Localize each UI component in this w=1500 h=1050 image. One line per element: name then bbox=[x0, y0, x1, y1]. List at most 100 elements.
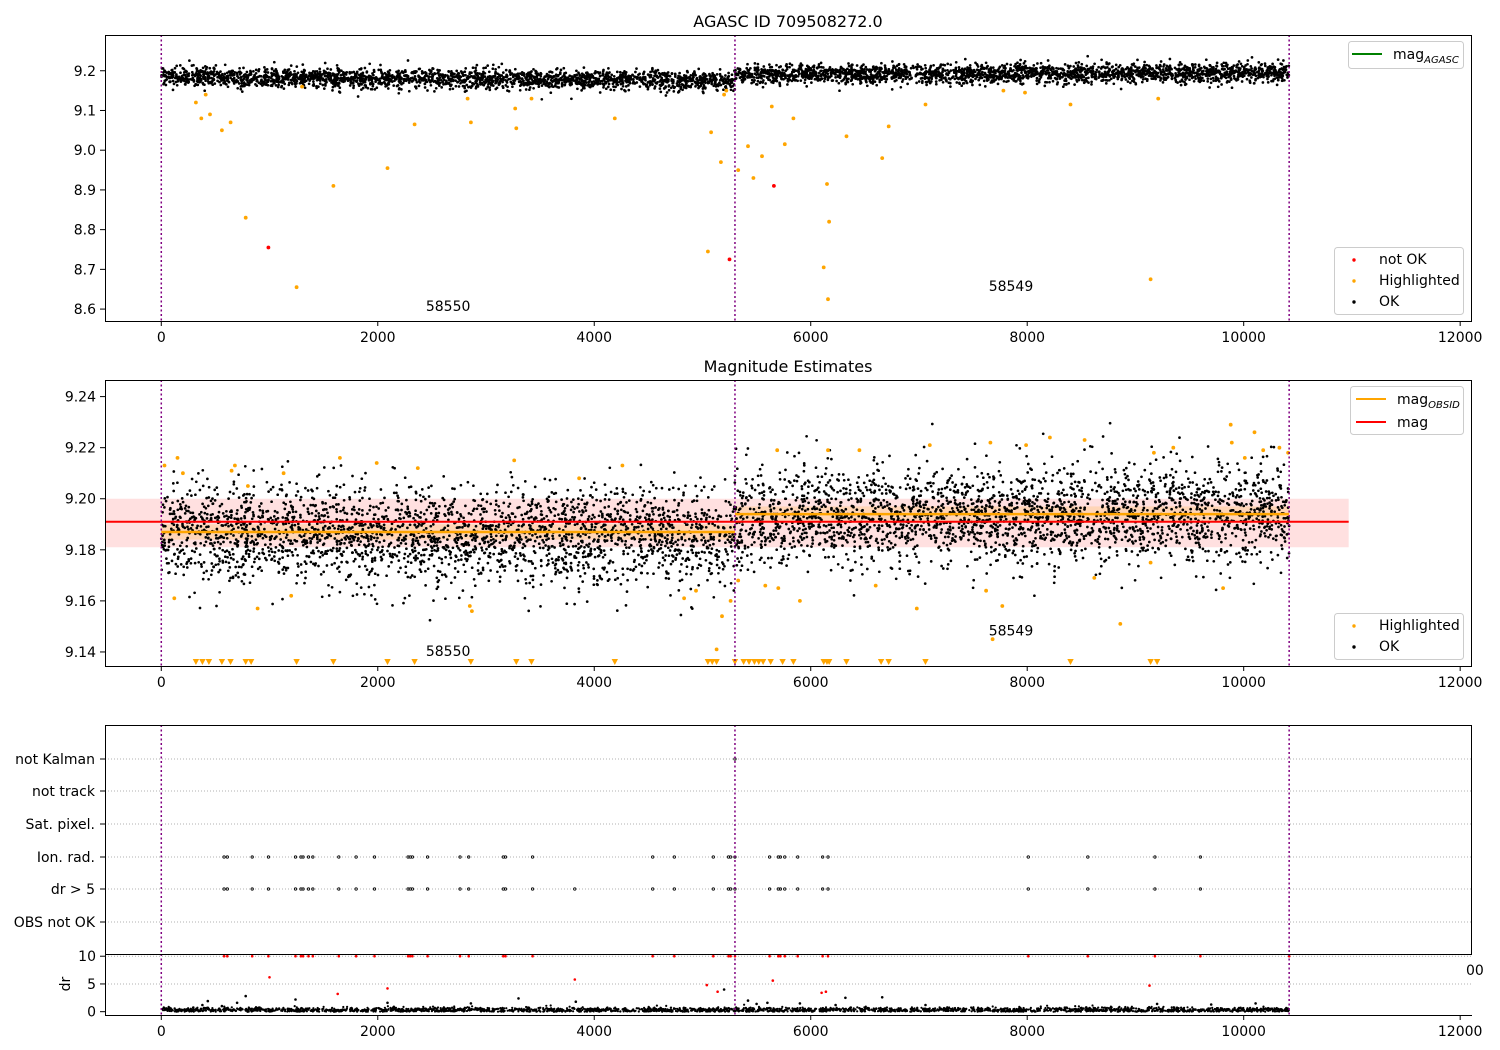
ok-point bbox=[1073, 83, 1076, 86]
ok-point bbox=[1210, 73, 1214, 76]
ok-point bbox=[188, 59, 191, 62]
ok-point bbox=[724, 74, 727, 77]
ok-point bbox=[628, 81, 632, 85]
ok-point bbox=[388, 79, 392, 83]
ok-point bbox=[996, 82, 1000, 86]
ok-point bbox=[998, 73, 1002, 77]
ok-point bbox=[1232, 74, 1236, 78]
ok-point bbox=[1214, 75, 1218, 79]
ok-point bbox=[513, 541, 517, 545]
ok-point bbox=[364, 85, 368, 89]
ok-point bbox=[560, 539, 564, 543]
ok-point bbox=[753, 66, 757, 70]
ok-point bbox=[613, 578, 617, 582]
ok-point bbox=[1151, 67, 1154, 70]
ok-point bbox=[934, 82, 938, 86]
ok-point bbox=[162, 82, 165, 86]
ok-point bbox=[455, 69, 459, 73]
ok-point bbox=[840, 79, 843, 83]
ok-point bbox=[575, 82, 578, 86]
ok-point bbox=[512, 74, 516, 78]
x-tick-label: 4000 bbox=[576, 330, 612, 346]
ok-point bbox=[878, 74, 882, 78]
ok-point bbox=[608, 71, 611, 74]
ok-point bbox=[624, 79, 627, 83]
ok-point bbox=[468, 80, 472, 84]
ok-point bbox=[474, 80, 478, 84]
ok-point bbox=[627, 88, 631, 92]
ok-point bbox=[1229, 78, 1233, 81]
ok-point bbox=[1059, 67, 1063, 70]
ok-point bbox=[1191, 76, 1195, 79]
ok-point bbox=[871, 65, 875, 69]
ok-point bbox=[1035, 79, 1039, 82]
ok-point bbox=[476, 71, 480, 75]
ok-point bbox=[710, 82, 714, 86]
ok-point bbox=[1143, 60, 1146, 64]
ok-point bbox=[1181, 72, 1184, 76]
ok-point bbox=[1266, 81, 1270, 84]
ok-point bbox=[858, 76, 862, 80]
ok-point bbox=[196, 76, 199, 80]
ok-point bbox=[945, 73, 948, 76]
ok-point bbox=[581, 79, 585, 83]
ok-point bbox=[548, 74, 551, 78]
ok-point bbox=[328, 505, 332, 509]
ok-point bbox=[545, 75, 549, 78]
ok-point bbox=[168, 80, 172, 84]
ok-point bbox=[1055, 77, 1059, 81]
ok-point bbox=[606, 74, 610, 78]
ok-point bbox=[285, 72, 289, 76]
panel1-legend-top: magAGASC bbox=[1348, 41, 1464, 69]
ok-point bbox=[628, 518, 632, 521]
ok-point bbox=[890, 88, 894, 91]
ok-point bbox=[875, 83, 879, 87]
ok-point bbox=[801, 69, 804, 73]
ok-point bbox=[658, 87, 662, 90]
ok-point bbox=[932, 74, 936, 77]
ok-point bbox=[767, 71, 771, 75]
ok-point bbox=[375, 86, 379, 90]
ok-point bbox=[564, 71, 568, 75]
ok-point bbox=[728, 82, 732, 86]
ok-point bbox=[261, 548, 265, 551]
ok-point bbox=[1185, 76, 1189, 80]
ok-point bbox=[712, 75, 715, 79]
ok-point bbox=[908, 70, 911, 74]
ok-point bbox=[906, 82, 909, 86]
ok-point bbox=[1069, 73, 1073, 77]
ok-point bbox=[256, 75, 260, 79]
ok-point bbox=[281, 70, 285, 73]
ok-point bbox=[1235, 78, 1239, 81]
ok-point bbox=[1161, 81, 1165, 84]
ok-point bbox=[171, 88, 175, 92]
ok-point bbox=[172, 82, 176, 86]
ok-point bbox=[432, 80, 436, 83]
ok-point bbox=[1117, 65, 1121, 69]
ok-point bbox=[941, 80, 945, 84]
ok-point bbox=[710, 78, 714, 82]
ok-point bbox=[315, 546, 319, 550]
ok-point bbox=[1257, 69, 1261, 73]
ok-point bbox=[664, 74, 667, 78]
ok-point bbox=[227, 70, 231, 73]
ok-point bbox=[218, 80, 221, 84]
ok-point bbox=[901, 78, 905, 81]
ok-point bbox=[337, 84, 340, 87]
ok-point bbox=[678, 83, 681, 87]
ok-point bbox=[958, 81, 961, 85]
ok-point bbox=[1182, 66, 1186, 70]
ok-point bbox=[695, 76, 699, 80]
ok-point bbox=[1039, 61, 1043, 65]
ok-point bbox=[759, 74, 763, 78]
ok-point bbox=[175, 77, 179, 80]
ok-point bbox=[799, 79, 803, 82]
ok-point bbox=[1086, 54, 1090, 58]
ok-point bbox=[1014, 79, 1018, 83]
ok-point bbox=[474, 69, 478, 72]
ok-point bbox=[676, 76, 680, 80]
ok-point bbox=[1165, 64, 1169, 68]
ok-point bbox=[338, 76, 342, 80]
ok-point bbox=[508, 69, 512, 72]
